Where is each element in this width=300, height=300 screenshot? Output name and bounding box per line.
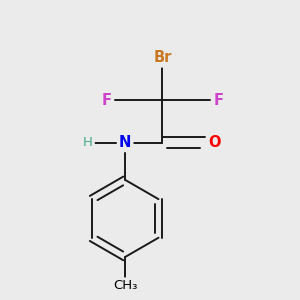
- Text: O: O: [208, 135, 221, 150]
- Text: Br: Br: [153, 50, 172, 65]
- Text: F: F: [214, 93, 224, 108]
- Text: CH₃: CH₃: [113, 279, 137, 292]
- Text: F: F: [101, 93, 111, 108]
- Text: H: H: [83, 136, 93, 149]
- Text: N: N: [119, 135, 131, 150]
